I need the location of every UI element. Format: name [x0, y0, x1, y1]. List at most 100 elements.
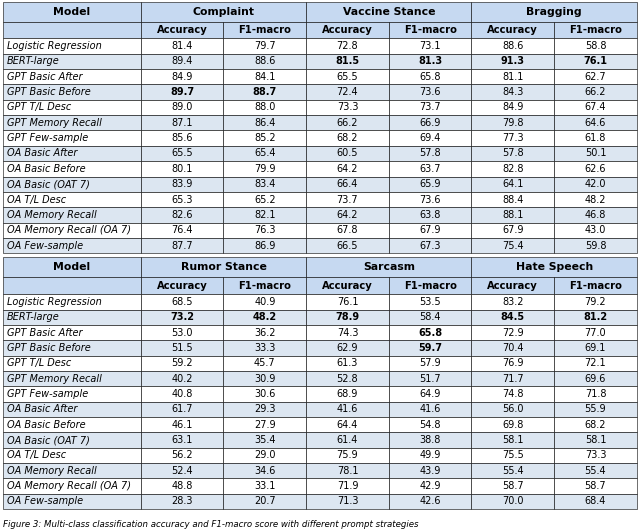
Text: 65.9: 65.9	[419, 179, 441, 189]
Text: 88.6: 88.6	[254, 56, 275, 66]
Text: 64.6: 64.6	[585, 118, 606, 128]
Bar	[472, 294, 554, 310]
Bar	[472, 478, 554, 494]
Bar	[141, 146, 223, 161]
Bar	[141, 257, 306, 277]
Text: 70.4: 70.4	[502, 343, 524, 353]
Text: 36.2: 36.2	[254, 328, 276, 338]
Bar	[554, 207, 637, 222]
Bar	[389, 277, 472, 294]
Bar	[472, 340, 554, 356]
Text: 73.2: 73.2	[170, 312, 194, 322]
Text: 64.2: 64.2	[337, 164, 358, 174]
Text: 67.9: 67.9	[502, 225, 524, 235]
Text: 55.9: 55.9	[585, 404, 606, 414]
Text: 45.7: 45.7	[254, 359, 276, 368]
Bar	[389, 448, 472, 463]
Bar	[306, 448, 389, 463]
Text: 66.2: 66.2	[585, 87, 606, 97]
Bar	[472, 417, 554, 433]
Bar	[472, 177, 554, 192]
Bar	[554, 402, 637, 417]
Text: Sarcasm: Sarcasm	[363, 262, 415, 272]
Bar	[3, 69, 141, 85]
Text: GPT T/L Desc: GPT T/L Desc	[7, 359, 71, 368]
Bar	[472, 325, 554, 340]
Bar	[554, 356, 637, 371]
Text: 67.8: 67.8	[337, 225, 358, 235]
Bar	[306, 21, 389, 38]
Bar	[223, 310, 306, 325]
Text: 71.7: 71.7	[502, 373, 524, 384]
Text: Vaccine Stance: Vaccine Stance	[342, 6, 435, 16]
Text: 81.5: 81.5	[335, 56, 360, 66]
Text: 41.6: 41.6	[337, 404, 358, 414]
Text: 73.1: 73.1	[419, 41, 441, 51]
Text: 81.1: 81.1	[502, 72, 524, 82]
Text: 20.7: 20.7	[254, 496, 276, 506]
Bar	[554, 340, 637, 356]
Bar	[306, 417, 389, 433]
Bar	[141, 310, 223, 325]
Bar	[223, 38, 306, 54]
Text: 76.9: 76.9	[502, 359, 524, 368]
Text: 66.5: 66.5	[337, 240, 358, 251]
Bar	[554, 222, 637, 238]
Bar	[3, 257, 141, 277]
Text: OA Basic Before: OA Basic Before	[7, 420, 86, 430]
Bar	[223, 21, 306, 38]
Bar	[306, 463, 389, 478]
Bar	[306, 294, 389, 310]
Bar	[389, 417, 472, 433]
Bar	[223, 494, 306, 509]
Text: 41.6: 41.6	[419, 404, 441, 414]
Bar	[3, 402, 141, 417]
Text: 29.3: 29.3	[254, 404, 276, 414]
Text: 79.9: 79.9	[254, 164, 276, 174]
Text: OA Memory Recall: OA Memory Recall	[7, 466, 97, 476]
Bar	[141, 177, 223, 192]
Text: OA Memory Recall: OA Memory Recall	[7, 210, 97, 220]
Bar	[306, 238, 389, 253]
Bar	[223, 54, 306, 69]
Text: 88.1: 88.1	[502, 210, 524, 220]
Bar	[389, 100, 472, 115]
Bar	[306, 100, 389, 115]
Bar	[306, 207, 389, 222]
Text: 67.4: 67.4	[585, 103, 606, 112]
Text: 84.3: 84.3	[502, 87, 524, 97]
Bar	[306, 478, 389, 494]
Text: 68.5: 68.5	[172, 297, 193, 307]
Bar	[306, 356, 389, 371]
Bar	[223, 146, 306, 161]
Text: 82.1: 82.1	[254, 210, 276, 220]
Text: 53.0: 53.0	[172, 328, 193, 338]
Text: OA Basic Before: OA Basic Before	[7, 164, 86, 174]
Bar	[3, 2, 141, 21]
Bar	[3, 192, 141, 207]
Text: OA T/L Desc: OA T/L Desc	[7, 451, 66, 460]
Bar	[306, 402, 389, 417]
Text: OA Few-sample: OA Few-sample	[7, 240, 83, 251]
Bar	[3, 310, 141, 325]
Bar	[389, 177, 472, 192]
Bar	[554, 115, 637, 130]
Bar	[306, 494, 389, 509]
Text: 57.9: 57.9	[419, 359, 441, 368]
Text: 78.9: 78.9	[335, 312, 360, 322]
Text: Accuracy: Accuracy	[322, 25, 373, 35]
Bar	[389, 85, 472, 100]
Bar	[223, 277, 306, 294]
Text: 82.6: 82.6	[172, 210, 193, 220]
Bar	[141, 433, 223, 448]
Text: 65.8: 65.8	[419, 72, 441, 82]
Bar	[223, 356, 306, 371]
Text: 55.4: 55.4	[502, 466, 524, 476]
Bar	[3, 85, 141, 100]
Text: GPT Memory Recall: GPT Memory Recall	[7, 373, 102, 384]
Bar	[472, 207, 554, 222]
Bar	[554, 177, 637, 192]
Bar	[554, 277, 637, 294]
Bar	[389, 161, 472, 177]
Bar	[472, 2, 637, 21]
